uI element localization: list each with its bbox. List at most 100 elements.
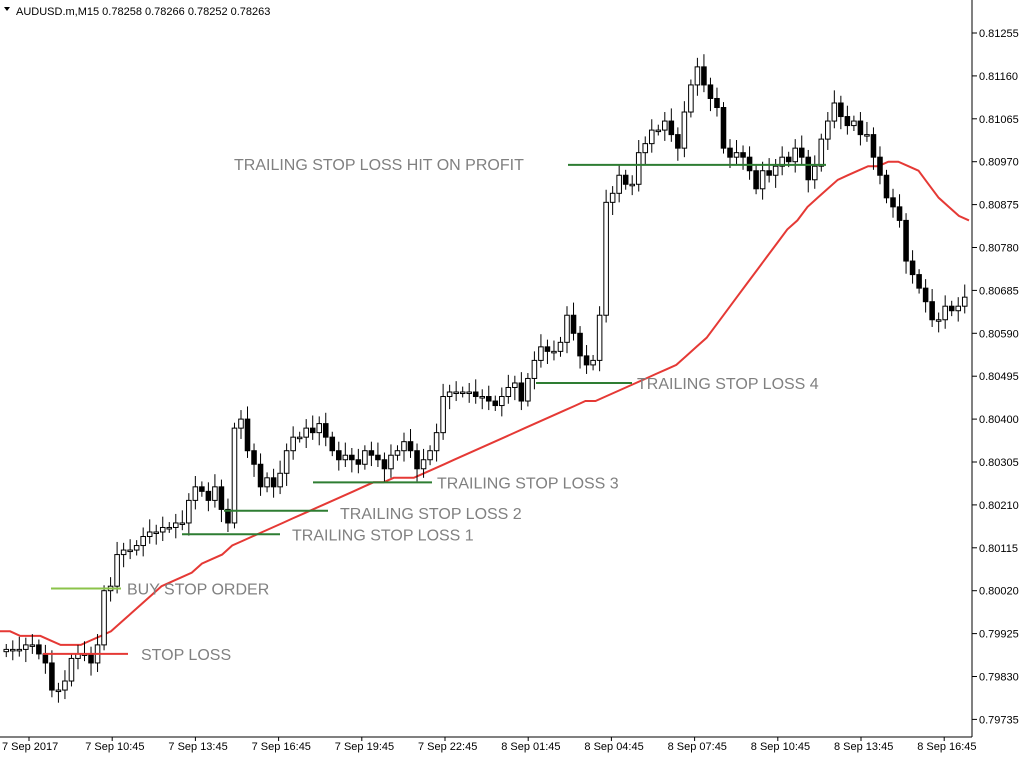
y-tick-label: 0.80780 bbox=[979, 243, 1019, 255]
candle-body bbox=[622, 174, 629, 185]
candle-body bbox=[570, 314, 577, 334]
candle-body bbox=[101, 590, 107, 646]
candle-body bbox=[903, 219, 909, 262]
candle-body bbox=[277, 472, 283, 488]
y-tick-label: 0.80210 bbox=[979, 500, 1019, 512]
candle-body bbox=[648, 129, 655, 145]
ema-line bbox=[0, 160, 970, 646]
candle-body bbox=[36, 644, 42, 655]
x-tick-label: 8 Sep 01:45 bbox=[501, 741, 560, 753]
candle-body bbox=[740, 152, 746, 158]
y-tick-label: 0.80305 bbox=[979, 457, 1019, 469]
chart-header: AUDUSD.m,M15 0.78258 0.78266 0.78252 0.7… bbox=[16, 6, 270, 18]
candle-body bbox=[590, 359, 596, 366]
candle-body bbox=[205, 490, 212, 501]
candle-body bbox=[544, 346, 551, 352]
candle-body bbox=[270, 477, 277, 488]
candle-body bbox=[955, 305, 962, 312]
candle-body bbox=[88, 653, 94, 664]
candle-body bbox=[120, 549, 127, 556]
candle-body bbox=[244, 418, 251, 452]
y-tick-label: 0.80685 bbox=[979, 285, 1019, 297]
y-tick-label: 0.80020 bbox=[979, 586, 1019, 598]
level-label: STOP LOSS bbox=[141, 647, 231, 664]
candle-body bbox=[961, 296, 968, 307]
candle-body bbox=[909, 260, 916, 276]
candle-body bbox=[133, 545, 140, 551]
candle-body bbox=[62, 680, 68, 691]
candle-body bbox=[694, 66, 701, 86]
y-tick-label: 0.80970 bbox=[979, 157, 1019, 169]
candle-body bbox=[336, 450, 342, 461]
menu-arrow-icon[interactable] bbox=[4, 7, 10, 11]
candle-body bbox=[896, 206, 903, 221]
candle-body bbox=[583, 355, 590, 366]
candle-body bbox=[603, 201, 609, 316]
candle-body bbox=[296, 436, 303, 440]
candle-body bbox=[231, 427, 238, 524]
candle-body bbox=[551, 350, 557, 354]
candle-body bbox=[505, 386, 512, 398]
candle-body bbox=[394, 450, 401, 456]
candle-body bbox=[192, 486, 199, 501]
candle-body bbox=[844, 116, 851, 127]
level-label: TRAILING STOP LOSS 1 bbox=[292, 527, 474, 544]
candle-body bbox=[114, 554, 120, 587]
candle-body bbox=[49, 662, 55, 691]
candle-body bbox=[675, 134, 681, 149]
candle-body bbox=[727, 147, 733, 158]
candle-body bbox=[538, 346, 544, 361]
candle-body bbox=[681, 111, 688, 149]
y-tick-label: 0.80495 bbox=[979, 371, 1019, 383]
candle-body bbox=[479, 396, 486, 399]
candle-body bbox=[55, 689, 62, 693]
y-tick-label: 0.80875 bbox=[979, 200, 1019, 212]
y-tick-label: 0.81065 bbox=[979, 114, 1019, 126]
candle-body bbox=[453, 391, 459, 395]
candle-body bbox=[499, 396, 505, 407]
candle-body bbox=[42, 653, 49, 664]
level-label: BUY STOP ORDER bbox=[127, 581, 269, 598]
candle-body bbox=[492, 400, 499, 407]
candle-body bbox=[68, 657, 75, 682]
y-tick-label: 0.79830 bbox=[979, 672, 1019, 684]
candle-body bbox=[916, 274, 922, 289]
candle-body bbox=[485, 396, 492, 402]
x-tick-label: 7 Sep 13:45 bbox=[168, 741, 227, 753]
candle-body bbox=[459, 391, 466, 395]
candle-body bbox=[218, 486, 225, 510]
y-tick-label: 0.81160 bbox=[979, 71, 1018, 83]
candle-body bbox=[825, 120, 831, 140]
candle-body bbox=[238, 418, 244, 429]
candle-body bbox=[16, 648, 23, 652]
candle-body bbox=[668, 120, 675, 136]
candle-body bbox=[779, 156, 785, 167]
x-tick-label: 7 Sep 22:45 bbox=[418, 741, 477, 753]
candle-body bbox=[414, 450, 420, 470]
candle-body bbox=[166, 526, 173, 530]
candle-body bbox=[877, 156, 883, 176]
candle-body bbox=[446, 391, 453, 398]
candle-body bbox=[225, 508, 231, 524]
level-label: TRAILING STOP LOSS 2 bbox=[340, 506, 522, 523]
candle-body bbox=[838, 102, 844, 118]
candle-body bbox=[309, 427, 316, 434]
x-tick-label: 7 Sep 19:45 bbox=[335, 741, 394, 753]
candle-body bbox=[753, 170, 759, 190]
level-label: TRAILING STOP LOSS 3 bbox=[437, 475, 619, 492]
candle-body bbox=[290, 436, 296, 452]
candle-body bbox=[733, 152, 740, 158]
candle-body bbox=[159, 526, 166, 533]
candle-body bbox=[929, 301, 935, 321]
candle-body bbox=[577, 332, 583, 357]
candle-body bbox=[355, 459, 362, 465]
candle-body bbox=[199, 486, 205, 492]
candle-body bbox=[935, 319, 942, 322]
candle-body bbox=[766, 170, 772, 176]
candle-body bbox=[342, 454, 349, 461]
candle-body bbox=[264, 477, 270, 488]
candle-body bbox=[518, 382, 525, 402]
candle-body bbox=[427, 450, 433, 461]
candle-body bbox=[564, 314, 570, 343]
